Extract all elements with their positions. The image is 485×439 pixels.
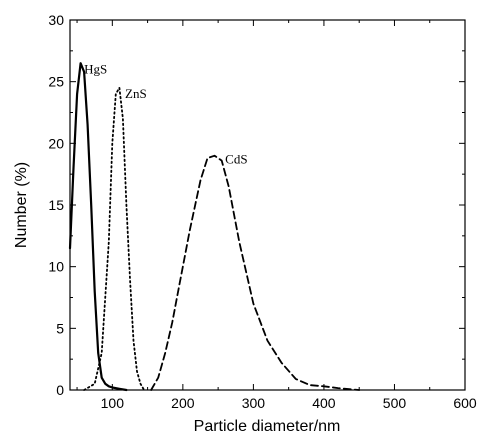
y-tick-label: 10 — [48, 259, 64, 275]
axis-ticks — [70, 19, 466, 391]
y-tick-label: 0 — [56, 382, 64, 398]
x-tick-label: 200 — [171, 395, 195, 411]
series-line-cds — [150, 154, 361, 391]
y-tick-label: 25 — [48, 74, 64, 90]
x-tick-label: 100 — [101, 395, 125, 411]
x-tick-label: 500 — [383, 395, 407, 411]
tick-labels: 100 200 300 400 500 600 0 5 10 15 20 25 30 — [48, 12, 476, 411]
series-label-hgs: HgS — [84, 61, 107, 76]
series-label-cds: CdS — [225, 151, 247, 166]
series-label-zns: ZnS — [125, 86, 147, 101]
y-tick-label: 30 — [48, 12, 64, 28]
y-axis-title: Number (%) — [13, 162, 30, 248]
y-tick-label: 5 — [56, 320, 64, 336]
series-lines — [68, 62, 361, 392]
series-line-hgs — [68, 62, 128, 392]
x-tick-label: 300 — [242, 395, 266, 411]
x-axis-title: Particle diameter/nm — [194, 418, 341, 435]
series-annotations: HgS ZnS CdS — [84, 61, 247, 166]
y-tick-label: 15 — [48, 197, 64, 213]
y-tick-label: 20 — [48, 135, 64, 151]
plot-frame — [69, 19, 466, 391]
x-tick-label: 600 — [453, 395, 477, 411]
x-tick-label: 400 — [312, 395, 336, 411]
series-line-zns — [83, 86, 145, 391]
